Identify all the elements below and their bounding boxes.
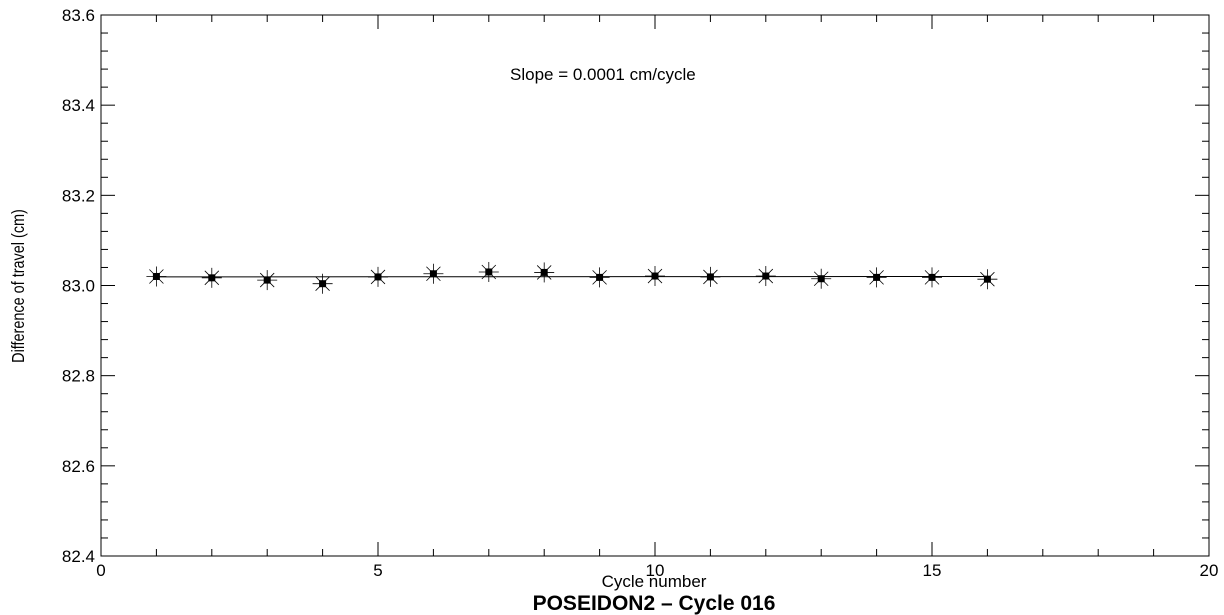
- marker-square: [319, 280, 327, 288]
- data-point: [257, 270, 278, 291]
- marker-square: [596, 273, 604, 281]
- chart-title: POSEIDON2 – Cycle 016: [533, 592, 776, 615]
- data-point: [201, 267, 222, 288]
- marker-square: [540, 268, 548, 276]
- marker-square: [928, 273, 936, 281]
- y-tick-label: 83.6: [62, 6, 95, 25]
- x-axis-label: Cycle number: [602, 572, 707, 591]
- data-point: [312, 273, 333, 294]
- x-tick-label: 10: [646, 561, 665, 580]
- data-point: [922, 267, 942, 288]
- data-point: [589, 267, 610, 288]
- slope-annotation: Slope = 0.0001 cm/cycle: [510, 65, 696, 84]
- x-tick-label: 15: [923, 561, 942, 580]
- marker-square: [873, 273, 881, 281]
- marker-square: [374, 273, 382, 281]
- marker-square: [706, 273, 714, 281]
- marker-square: [485, 268, 493, 276]
- y-tick-label: 82.8: [62, 367, 95, 386]
- y-tick-label: 83.2: [62, 186, 95, 205]
- data-point: [866, 267, 887, 288]
- axis-tick-labels: 0 5 10 15 20 82.4 82.6 82.8 83.0 83.2 83.4 83.6: [62, 6, 1219, 580]
- x-tick-label: 5: [373, 561, 382, 580]
- data-point: [146, 266, 167, 287]
- data-point: [977, 269, 998, 290]
- data-point: [368, 266, 388, 287]
- data-point: [478, 261, 499, 282]
- data-point: [700, 266, 721, 287]
- data-point: [645, 266, 665, 287]
- y-tick-label: 83.0: [62, 277, 95, 296]
- marker-square: [208, 274, 216, 282]
- data-point: [811, 268, 832, 289]
- data-point: [534, 262, 555, 283]
- data-points: [146, 261, 998, 294]
- y-axis-label: Difference of travel (cm): [9, 209, 29, 363]
- marker-square: [263, 276, 271, 284]
- x-tick-label: 20: [1200, 561, 1219, 580]
- marker-square: [152, 272, 160, 280]
- x-tick-label: 0: [96, 561, 105, 580]
- marker-square: [429, 270, 437, 278]
- data-point: [423, 263, 444, 284]
- y-tick-label: 82.6: [62, 457, 95, 476]
- marker-square: [762, 272, 770, 280]
- y-tick-label: 83.4: [62, 96, 95, 115]
- marker-square: [983, 275, 991, 283]
- axis-ticks: [100, 14, 1210, 557]
- marker-square: [651, 272, 659, 280]
- data-point: [755, 266, 776, 287]
- marker-square: [817, 275, 825, 283]
- y-tick-label: 82.4: [62, 547, 95, 566]
